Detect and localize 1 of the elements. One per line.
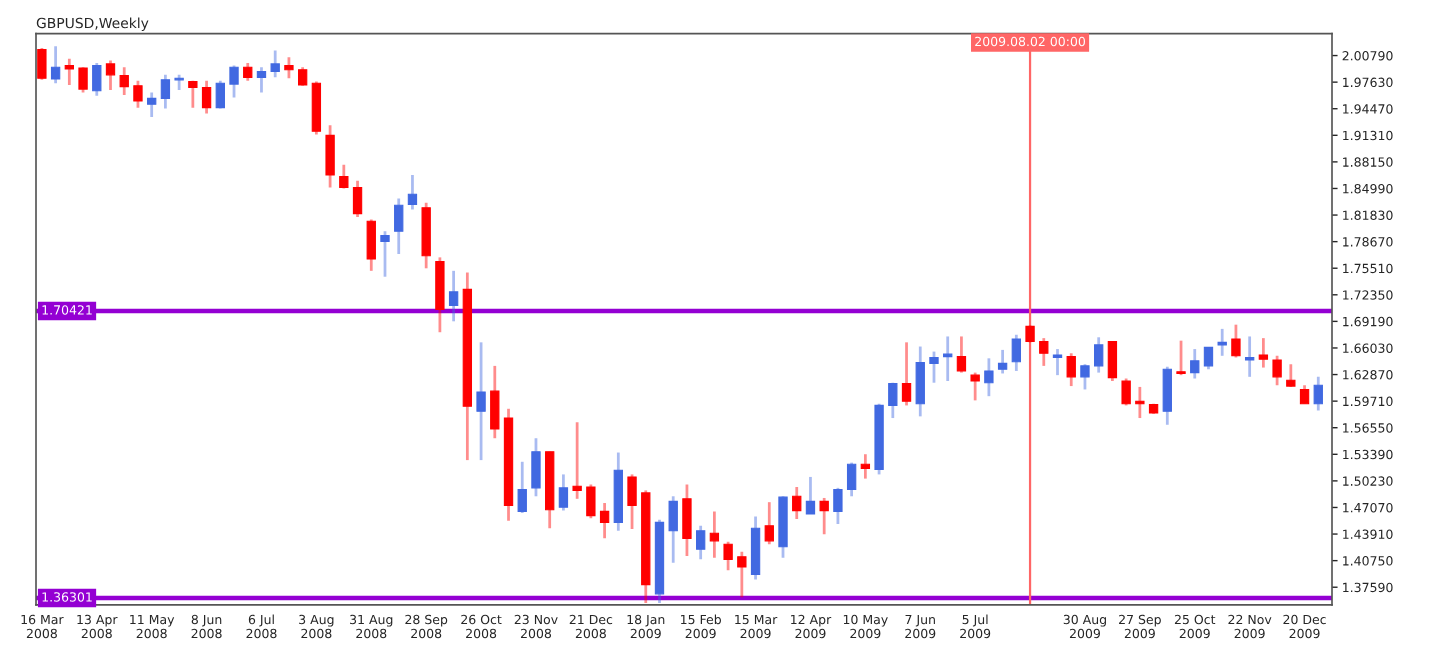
candlestick — [78, 65, 88, 94]
